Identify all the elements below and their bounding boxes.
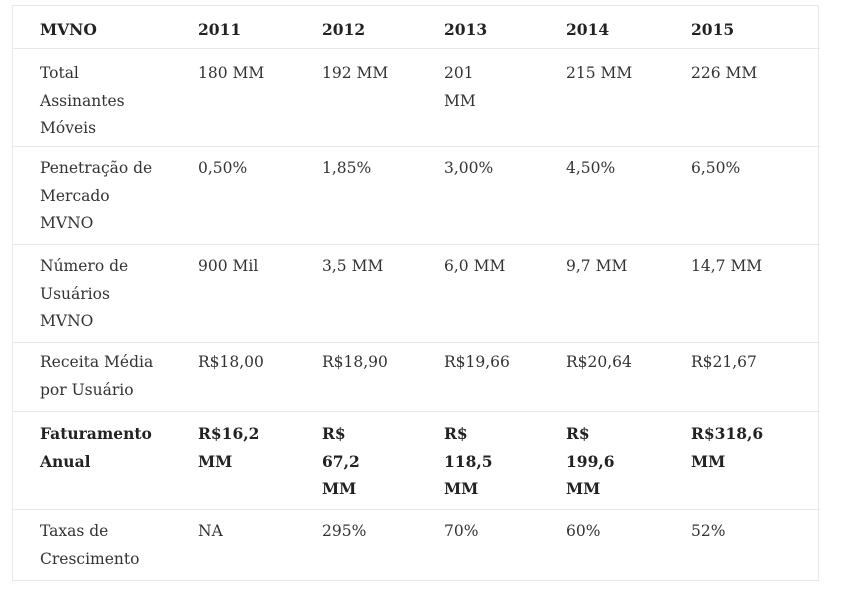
cell-value: 52% [691, 522, 726, 540]
cell-value: 60% [566, 522, 601, 540]
cell-value: 70% [444, 522, 479, 540]
cell-value: 3,5 MM [322, 257, 384, 275]
row-label-text: Total Assinantes Móveis [40, 64, 125, 137]
row-label-text: Receita Média por Usuário [40, 353, 154, 399]
cell-value: R$318,6 MM [691, 424, 764, 471]
cell-value: R$19,66 [444, 353, 510, 371]
row-label-text: Faturamento Anual [40, 424, 152, 471]
cell-value: 6,50% [691, 159, 741, 177]
table-cell: 900 Mil [198, 244, 322, 343]
table-cell: NA [198, 510, 322, 581]
cell-value: 9,7 MM [566, 257, 628, 275]
table-cell: R$16,2 MM [198, 411, 322, 510]
row-label-text: Penetração de Mercado MVNO [40, 159, 153, 232]
cell-value: 3,00% [444, 159, 494, 177]
cell-value: 14,7 MM [691, 257, 763, 275]
table-cell: R$21,67 [691, 342, 820, 412]
table-cell: 201 MM [444, 48, 566, 147]
row-label-text: Número de Usuários MVNO [40, 257, 129, 330]
header-2011: 2011 [198, 6, 322, 49]
table-row-faturamento-anual: Faturamento Anual R$16,2 MM R$ 67,2 MM R… [13, 411, 820, 510]
cell-value: R$16,2 MM [198, 424, 260, 471]
cell-value: 215 MM [566, 64, 633, 82]
cell-value: R$18,90 [322, 353, 388, 371]
table-row-penetracao: Penetração de Mercado MVNO 0,50% 1,85% 3… [13, 146, 820, 245]
cell-value: 1,85% [322, 159, 372, 177]
table-header-row: MVNO 2011 2012 2013 2014 2015 [13, 6, 820, 49]
cell-value: 4,50% [566, 159, 616, 177]
header-2014: 2014 [566, 6, 691, 49]
mvno-table-container: MVNO 2011 2012 2013 2014 2015 Total Assi… [12, 5, 820, 581]
table-cell: 70% [444, 510, 566, 581]
table-cell: 3,00% [444, 146, 566, 245]
cell-value: NA [198, 522, 223, 540]
row-label: Faturamento Anual [13, 411, 198, 510]
table-cell: R$18,90 [322, 342, 444, 412]
cell-value: 6,0 MM [444, 257, 506, 275]
mvno-data-table: MVNO 2011 2012 2013 2014 2015 Total Assi… [13, 6, 820, 580]
row-label: Total Assinantes Móveis [13, 48, 198, 147]
cell-value: R$ 67,2 MM [322, 424, 360, 498]
table-cell: 6,50% [691, 146, 820, 245]
cell-value: R$18,00 [198, 353, 264, 371]
table-cell: 3,5 MM [322, 244, 444, 343]
cell-value: R$ 118,5 MM [444, 424, 493, 498]
table-cell: 1,85% [322, 146, 444, 245]
cell-value: R$21,67 [691, 353, 757, 371]
cell-value: 226 MM [691, 64, 758, 82]
header-2012: 2012 [322, 6, 444, 49]
table-row-total-assinantes: Total Assinantes Móveis 180 MM 192 MM 20… [13, 48, 820, 147]
cell-value: R$20,64 [566, 353, 632, 371]
cell-value: 192 MM [322, 64, 389, 82]
table-cell: 14,7 MM [691, 244, 820, 343]
table-cell: 0,50% [198, 146, 322, 245]
row-label: Receita Média por Usuário [13, 342, 198, 412]
table-cell: 215 MM [566, 48, 691, 147]
table-cell: R$18,00 [198, 342, 322, 412]
table-cell: 180 MM [198, 48, 322, 147]
row-label: Número de Usuários MVNO [13, 244, 198, 343]
cell-value: 201 MM [444, 64, 476, 110]
cell-value: 180 MM [198, 64, 265, 82]
table-cell: 9,7 MM [566, 244, 691, 343]
header-2015: 2015 [691, 6, 820, 49]
table-cell: R$20,64 [566, 342, 691, 412]
table-cell: R$318,6 MM [691, 411, 820, 510]
header-mvno: MVNO [13, 6, 198, 49]
table-row-taxas-crescimento: Taxas de Crescimento NA 295% 70% 60% 52% [13, 510, 820, 581]
cell-value: R$ 199,6 MM [566, 424, 615, 498]
table-cell: R$ 67,2 MM [322, 411, 444, 510]
table-cell: 192 MM [322, 48, 444, 147]
table-cell: R$ 118,5 MM [444, 411, 566, 510]
table-row-receita-media: Receita Média por Usuário R$18,00 R$18,9… [13, 342, 820, 412]
table-cell: 6,0 MM [444, 244, 566, 343]
table-row-numero-usuarios: Número de Usuários MVNO 900 Mil 3,5 MM 6… [13, 244, 820, 343]
table-cell: 4,50% [566, 146, 691, 245]
table-cell: 226 MM [691, 48, 820, 147]
cell-value: 900 Mil [198, 257, 259, 275]
row-label-text: Taxas de Crescimento [40, 522, 140, 568]
table-cell: R$19,66 [444, 342, 566, 412]
cell-value: 295% [322, 522, 367, 540]
row-label: Taxas de Crescimento [13, 510, 198, 581]
table-cell: 295% [322, 510, 444, 581]
header-2013: 2013 [444, 6, 566, 49]
row-label: Penetração de Mercado MVNO [13, 146, 198, 245]
table-cell: 60% [566, 510, 691, 581]
table-cell: R$ 199,6 MM [566, 411, 691, 510]
table-cell: 52% [691, 510, 820, 581]
cell-value: 0,50% [198, 159, 248, 177]
